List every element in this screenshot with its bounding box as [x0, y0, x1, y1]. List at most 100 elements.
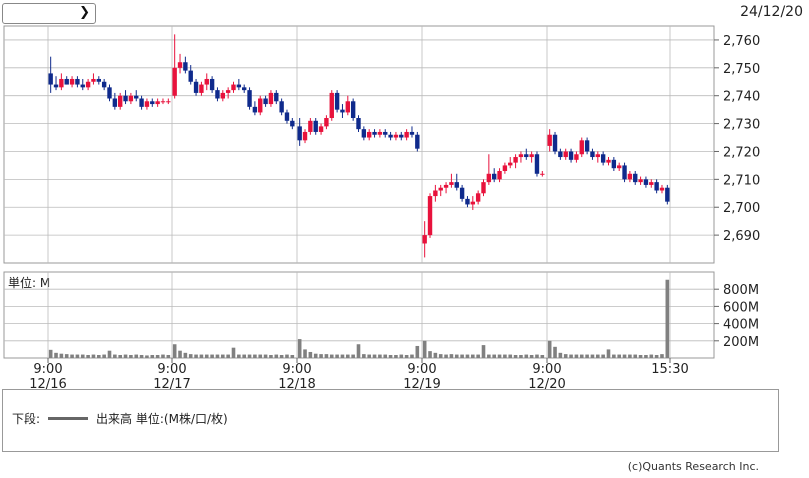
volume-bar [601, 354, 605, 358]
volume-bar [54, 352, 58, 358]
volume-bar [80, 354, 85, 358]
volume-bar [628, 354, 632, 358]
volume-bar [279, 354, 284, 358]
candle-body [96, 78, 102, 82]
candle-body [475, 193, 481, 202]
candle-body [302, 131, 308, 141]
candle-body [438, 187, 443, 191]
candle-body [263, 98, 268, 105]
candle-body [247, 90, 252, 107]
candle-body [529, 154, 534, 158]
candle-body [427, 196, 433, 236]
volume-bar [194, 354, 198, 358]
volume-unit-label: 単位: M [8, 275, 50, 290]
x-tick-time-label: 9:00 [532, 362, 561, 377]
candle-body [48, 73, 53, 85]
candle-body [393, 134, 399, 138]
x-tick-date-label: 12/17 [153, 377, 190, 390]
volume-bar [649, 354, 654, 358]
volume-bar [553, 346, 557, 358]
candle-body [481, 182, 486, 194]
candle-body [665, 187, 670, 202]
candle-body [622, 165, 627, 180]
volume-bar [622, 354, 627, 358]
candle-body [540, 173, 545, 175]
volume-bar [258, 354, 263, 358]
legend-volume-swatch [48, 417, 89, 420]
volume-bar [563, 354, 568, 358]
candle-body [513, 157, 518, 163]
candle-body [241, 87, 247, 91]
volume-bar [383, 354, 388, 358]
candle-body [155, 101, 160, 105]
stock-chart: 2,690 2,700 2,710 2,720 2,730 2,740 2,750 2,760… [3, 25, 760, 390]
x-tick-time-label: 9:00 [157, 362, 186, 377]
candle-body [449, 182, 454, 185]
volume-tick-label: 200M [723, 335, 759, 350]
volume-bar [372, 354, 377, 358]
volume-bar [335, 354, 339, 358]
candle-body [459, 187, 465, 199]
candle-body [91, 78, 96, 82]
candle-body [268, 92, 274, 105]
candle-body [134, 95, 139, 99]
candle-body [188, 70, 193, 82]
volume-bar [558, 352, 563, 358]
candle-body [177, 62, 183, 68]
volume-bar [540, 354, 545, 358]
candle-body [150, 101, 155, 105]
candle-body [209, 78, 215, 91]
candle-body [404, 131, 409, 138]
volume-tick-label: 600M [723, 300, 759, 315]
volume-bar [166, 354, 171, 358]
candle-body [502, 165, 508, 171]
candle-body [340, 109, 345, 113]
volume-bar [378, 354, 382, 358]
candle-body [64, 78, 69, 85]
volume-bar [617, 354, 621, 358]
volume-bar [454, 354, 459, 358]
candle-body [454, 182, 459, 188]
period-selector[interactable]: ❯ [2, 3, 96, 24]
candle-body [470, 201, 476, 205]
candle-body [112, 98, 118, 107]
volume-bar [449, 354, 454, 358]
price-plot-frame [3, 25, 715, 264]
volume-bar [113, 354, 117, 358]
candle-body [383, 131, 388, 135]
candle-body [172, 67, 177, 96]
volume-bar [606, 349, 611, 358]
volume-bar [633, 354, 638, 358]
volume-bar [346, 354, 350, 358]
volume-bar [660, 354, 664, 358]
candle-body [199, 84, 204, 93]
candle-body [361, 129, 367, 138]
volume-bar [638, 354, 643, 358]
volume-bar [492, 354, 496, 358]
volume-bar [404, 354, 409, 358]
candle-body [563, 151, 568, 158]
volume-bar [444, 354, 448, 358]
candle-body [356, 118, 361, 130]
volume-bar [145, 355, 149, 358]
volume-bar [547, 340, 552, 358]
volume-bar [155, 354, 160, 358]
candle-body [388, 134, 393, 138]
volume-bar [237, 354, 241, 358]
volume-bar [438, 354, 443, 358]
candle-body [350, 101, 356, 119]
volume-bar [313, 353, 318, 358]
candle-body [101, 81, 107, 88]
volume-bar [129, 354, 133, 358]
volume-bar [324, 354, 329, 358]
volume-bar [569, 354, 573, 358]
x-tick-date-label: 12/19 [403, 377, 440, 390]
volume-bar [351, 354, 355, 358]
candle-body [252, 106, 258, 113]
candle-body [422, 235, 427, 244]
candle-body [524, 154, 529, 158]
candle-body [584, 140, 590, 152]
volume-bar [524, 354, 529, 358]
volume-bar [297, 339, 302, 358]
candle-body [415, 134, 420, 149]
